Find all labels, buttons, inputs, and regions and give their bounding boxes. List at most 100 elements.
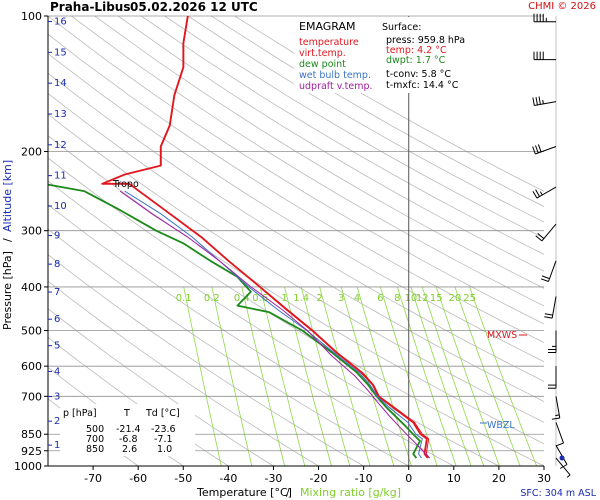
dry-adiabat-line xyxy=(71,16,544,307)
x-tick-label: -70 xyxy=(84,472,102,485)
mixing-ratio-tick-label: 1.4 xyxy=(293,293,309,304)
wind-barb-half-feather xyxy=(539,191,543,196)
dry-adiabat-line xyxy=(94,16,544,289)
x-axis-title-sep: / xyxy=(286,486,290,499)
dry-adiabat-line xyxy=(187,16,544,223)
mixing-ratio-tick-label: 6 xyxy=(377,293,383,304)
station-title: Praha-Libus xyxy=(50,0,130,14)
mixing-ratio-tick-label: 3 xyxy=(338,293,344,304)
dry-adiabat-line xyxy=(48,113,544,423)
table-cell: -21.4 xyxy=(116,424,141,435)
wind-barb-shaft xyxy=(541,223,557,242)
wind-barb-feather xyxy=(535,97,538,105)
wind-barb-shaft xyxy=(548,260,557,282)
surface-wind-marker xyxy=(559,455,565,461)
altitude-tick-label: 3 xyxy=(54,392,60,403)
mixing-ratio-tick-label: 10 xyxy=(405,293,418,304)
wind-barb-shaft xyxy=(555,396,561,419)
altitude-tick-label: 9 xyxy=(54,230,60,241)
y-tick-label: 300 xyxy=(21,225,42,238)
legend-box xyxy=(294,17,378,93)
x-tick-label: 0 xyxy=(405,472,412,485)
mxws-label: MXWS xyxy=(487,330,517,341)
wind-barb-shaft xyxy=(551,296,557,319)
surface-tmxfc: t-mxfc: 14.4 °C xyxy=(386,80,459,91)
wind-barb-feather xyxy=(555,442,564,447)
altitude-tick-label: 12 xyxy=(54,140,67,151)
dry-adiabat-line xyxy=(48,33,544,344)
wind-barb-feather xyxy=(540,278,549,282)
table-row: 850 2.6 1.0 xyxy=(86,444,172,455)
wind-barb-feather xyxy=(537,144,542,153)
wind-barbs xyxy=(532,13,571,478)
surface-tconv: t-conv: 5.8 °C xyxy=(386,69,451,80)
wind-barb-feather xyxy=(551,417,560,420)
table-cell: -23.6 xyxy=(151,424,176,435)
wind-barb-half-feather xyxy=(542,99,544,104)
y-tick-label: 1000 xyxy=(14,460,42,473)
y-tick-label: 400 xyxy=(21,281,42,294)
table-cell: 850 xyxy=(86,444,104,455)
y-tick-label: 925 xyxy=(21,445,42,458)
surface-title: Surface: xyxy=(382,22,421,33)
wbzl-label: WBZL xyxy=(487,420,515,431)
table-cell: -7.1 xyxy=(154,434,173,445)
legend-virt-temp: virt.temp. xyxy=(299,48,346,59)
y-tick-label: 700 xyxy=(21,390,42,403)
table-header-td: Td [°C] xyxy=(145,408,180,419)
table-cell: -6.8 xyxy=(119,434,138,445)
wind-barb-half-feather xyxy=(555,414,560,417)
wind-barb-shaft xyxy=(555,422,564,444)
wind-barb-feather xyxy=(538,96,541,105)
mixing-ratio-tick-label: 0.4 xyxy=(234,293,250,304)
altitude-tick-label: 1 xyxy=(54,440,60,451)
series-line-dew-point xyxy=(48,183,421,459)
wind-barb-half-feather xyxy=(566,474,571,478)
wind-barb-shaft xyxy=(555,457,571,476)
mixing-ratio-tick-label: 2 xyxy=(316,293,322,304)
y-tick-label: 850 xyxy=(21,428,42,441)
table-header-t: T xyxy=(123,408,130,419)
x-tick-label: -20 xyxy=(310,472,328,485)
altitude-tick-label: 10 xyxy=(54,201,67,212)
copyright-text: CHMI © 2026 xyxy=(528,1,596,12)
altitude-tick-label: 6 xyxy=(54,314,60,325)
sounding-series xyxy=(48,16,430,459)
x-tick-label: -60 xyxy=(129,472,147,485)
altitude-tick-label: 14 xyxy=(54,78,67,89)
dry-adiabat-line xyxy=(48,52,544,363)
sfc-label: SFC: 304 m ASL xyxy=(520,488,596,499)
mixing-ratio-tick-label: 15 xyxy=(430,293,443,304)
mixing-ratio-tick-label: 20 xyxy=(449,293,462,304)
wind-barb-feather xyxy=(535,235,543,242)
wind-barb-feather xyxy=(544,316,553,319)
wind-barb-feather xyxy=(532,97,535,106)
legend-temperature: temperature xyxy=(299,37,359,48)
x-tick-label: 10 xyxy=(447,472,461,485)
x-tick-label: -40 xyxy=(219,472,237,485)
legend-dew-point: dew point xyxy=(299,59,346,70)
surface-dwpt: dwpt: 1.7 °C xyxy=(386,55,446,66)
x-tick-label: -10 xyxy=(355,472,373,485)
mixing-ratio-tick-label: 0.2 xyxy=(204,293,220,304)
x-axis-title-mr: Mixing ratio [g/kg] xyxy=(300,486,401,499)
mixing-ratio-tick-label: 4 xyxy=(354,293,360,304)
data-table-box xyxy=(60,404,195,456)
wind-barb-feather xyxy=(535,145,539,154)
surface-temp: temp: 4.2 °C xyxy=(386,45,447,56)
dry-adiabat-line xyxy=(141,16,544,255)
wind-barb-feather xyxy=(544,313,553,316)
table-row: 500 -21.4 -23.6 xyxy=(86,424,176,435)
wind-barb-shaft xyxy=(535,146,557,155)
x-tick-label: -50 xyxy=(174,472,192,485)
wind-barb-feather xyxy=(532,146,536,155)
mixing-ratio-tick-label: 0.1 xyxy=(176,293,192,304)
wind-barb-feather xyxy=(535,189,541,197)
wind-barb-feather xyxy=(541,275,550,280)
series-line-virt-temp xyxy=(102,16,430,459)
surface-box xyxy=(380,17,474,93)
table-cell: 2.6 xyxy=(122,444,137,455)
mixing-ratio-tick-label: 8 xyxy=(394,293,400,304)
